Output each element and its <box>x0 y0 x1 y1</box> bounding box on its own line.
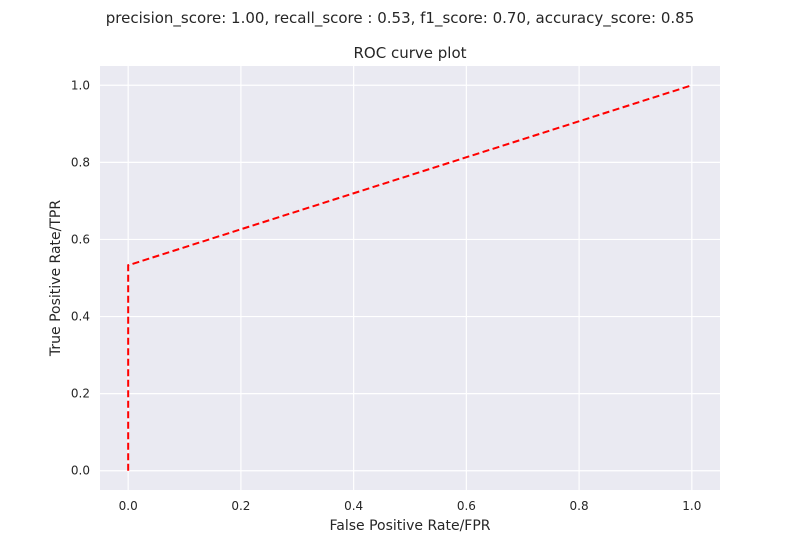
gridlines <box>100 66 720 490</box>
series-group <box>127 84 693 471</box>
x-tick-label: 1.0 <box>682 499 701 513</box>
x-tick-label: 0.8 <box>570 499 589 513</box>
figure-suptitle: precision_score: 1.00, recall_score : 0.… <box>106 9 695 28</box>
x-tick-label: 0.4 <box>344 499 363 513</box>
chart-title: ROC curve plot <box>353 44 466 62</box>
y-tick-label: 0.4 <box>71 310 90 324</box>
plot-area <box>100 66 720 490</box>
x-tick-label: 0.6 <box>457 499 476 513</box>
y-tick-label: 0.6 <box>71 232 90 246</box>
y-tick-label: 1.0 <box>71 78 90 92</box>
y-tick-label: 0.8 <box>71 155 90 169</box>
x-axis-label: False Positive Rate/FPR <box>329 518 490 534</box>
y-axis-label: True Positive Rate/TPR <box>48 200 64 357</box>
y-tick-label: 0.0 <box>71 464 90 478</box>
x-tick-label: 0.0 <box>119 499 138 513</box>
x-tick-labels: 0.0 0.2 0.4 0.6 0.8 1.0 <box>119 499 702 513</box>
y-tick-labels: 0.0 0.2 0.4 0.6 0.8 1.0 <box>71 78 90 477</box>
roc-curve-line <box>127 84 693 471</box>
x-tick-label: 0.2 <box>231 499 250 513</box>
y-tick-label: 0.2 <box>71 387 90 401</box>
